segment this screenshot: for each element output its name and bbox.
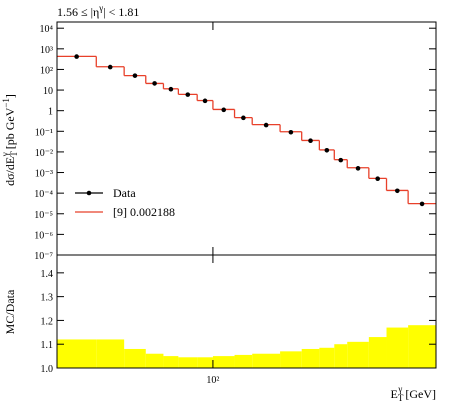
ratio-band <box>234 354 253 368</box>
data-point <box>202 98 208 104</box>
y-tick-label: 10⁻⁴ <box>34 189 53 200</box>
ratio-band <box>301 348 320 368</box>
y-tick-label: 10⁻¹ <box>35 127 53 138</box>
panel-frame <box>56 254 437 369</box>
chart-title: 1.56 ≤ |ηγ| < 1.81 <box>57 3 139 19</box>
ratio-band <box>96 339 125 368</box>
label-sup: γ <box>0 152 10 157</box>
ratio-y-label: MC/Data <box>3 289 17 334</box>
data-point <box>241 115 246 121</box>
title-sup: γ <box>98 3 103 13</box>
x-axis-label: ETγ [GeV] <box>391 384 436 403</box>
y-tick-label: 10⁻⁷ <box>34 251 53 262</box>
ratio-band <box>252 353 281 368</box>
ratio-band <box>347 341 369 368</box>
data-point <box>152 81 157 86</box>
ratio-band <box>197 357 213 368</box>
y-tick-label: 1.4 <box>41 269 54 280</box>
label-part: [GeV] <box>402 387 436 401</box>
y-tick-label: 1.2 <box>41 316 54 327</box>
legend-marker <box>86 190 92 196</box>
ratio-band <box>178 357 198 368</box>
data-point <box>168 86 174 92</box>
ratio-band <box>368 337 387 368</box>
x-tick-label: 10² <box>206 375 219 386</box>
label-sub: T <box>398 393 404 403</box>
ratio-band <box>334 344 348 368</box>
data-point <box>288 129 294 135</box>
data-point <box>355 166 361 171</box>
ratio-band <box>408 325 436 368</box>
data-point <box>419 201 425 207</box>
panel-frame <box>56 21 437 256</box>
ratio-band <box>212 356 235 368</box>
label-part: ] <box>3 94 17 98</box>
label-sub: T <box>9 151 19 157</box>
data-point <box>107 64 113 70</box>
data-point <box>74 54 79 59</box>
data-point <box>263 122 269 128</box>
y-tick-label: 1 <box>48 107 53 118</box>
ratio-band <box>319 347 335 368</box>
data-point <box>221 107 227 113</box>
label-part: [pb GeV <box>3 107 17 152</box>
data-point <box>132 73 138 78</box>
title-part: 1.56 ≤ |η <box>57 5 99 19</box>
data-point <box>338 157 344 163</box>
label-sup: −1 <box>1 98 11 108</box>
ratio-band <box>386 327 409 368</box>
y-tick-label: 10⁴ <box>40 24 54 35</box>
y-tick-label: 10 <box>43 86 53 97</box>
title-part: | < 1.81 <box>103 5 139 19</box>
ratio-band <box>163 356 179 368</box>
y-tick-label: 10³ <box>40 45 53 56</box>
y-tick-label: 10⁻³ <box>35 169 53 180</box>
data-point <box>395 188 400 194</box>
y-axis-label: dσ/dETγ [pb GeV−1] <box>0 94 19 186</box>
legend-label: [9] 0.002188 <box>113 205 175 219</box>
label-part: E <box>391 387 398 401</box>
label-sup: γ <box>397 384 402 394</box>
y-tick-label: 1.1 <box>41 340 54 351</box>
y-tick-label: 1.3 <box>41 293 54 304</box>
data-point <box>308 138 313 143</box>
data-point <box>185 92 191 97</box>
ratio-band <box>145 353 164 368</box>
label-part: dσ/dE <box>3 157 17 186</box>
legend-label: Data <box>113 186 136 200</box>
y-tick-label: 10⁻⁵ <box>34 210 53 221</box>
y-tick-label: 1.0 <box>41 364 54 375</box>
data-point <box>375 176 380 182</box>
ratio-band <box>280 351 302 368</box>
ratio-band <box>124 348 146 368</box>
y-tick-label: 10⁻² <box>35 148 53 159</box>
y-tick-label: 10⁻⁶ <box>34 230 53 241</box>
y-tick-label: 10² <box>40 65 53 76</box>
data-point <box>324 147 330 153</box>
